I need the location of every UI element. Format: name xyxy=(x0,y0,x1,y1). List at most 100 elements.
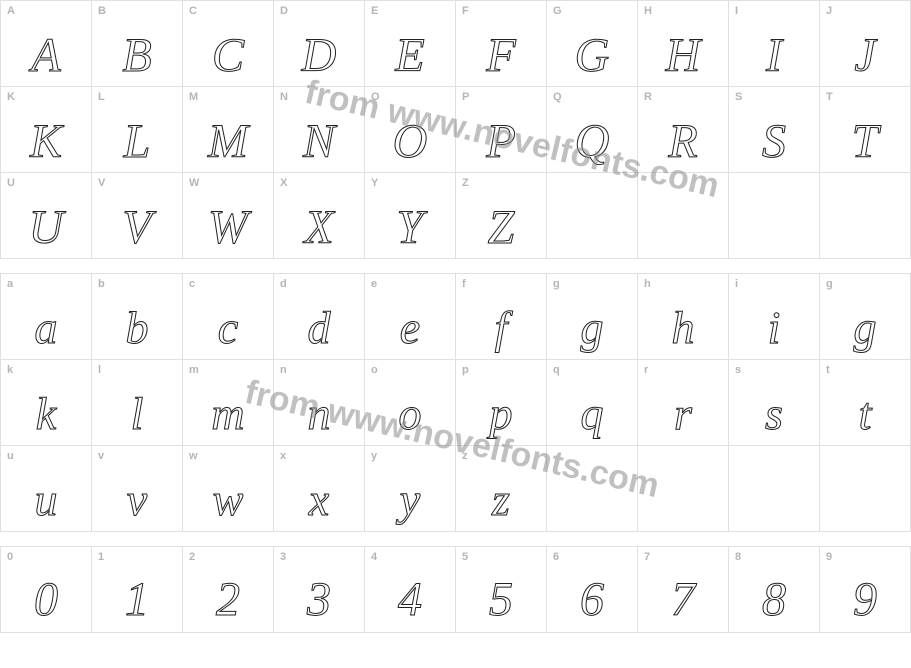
glyph: b xyxy=(92,305,182,351)
glyph: L xyxy=(92,118,182,166)
glyph: w xyxy=(183,477,273,523)
glyph: d xyxy=(274,305,364,351)
cell-label: A xyxy=(7,5,15,17)
cell-label: 2 xyxy=(189,551,195,563)
cell-label: i xyxy=(735,278,738,290)
glyph-cell: qq xyxy=(547,360,638,446)
glyph: e xyxy=(365,305,455,351)
cell-label: R xyxy=(644,91,652,103)
glyph-cell: NN xyxy=(274,87,365,173)
cell-label: 5 xyxy=(462,551,468,563)
cell-label: T xyxy=(826,91,833,103)
glyph: N xyxy=(274,118,364,166)
cell-label: E xyxy=(371,5,378,17)
glyph: o xyxy=(365,391,455,437)
glyph: h xyxy=(638,305,728,351)
cell-label: u xyxy=(7,450,14,462)
cell-label: z xyxy=(462,450,468,462)
glyph: W xyxy=(183,204,273,252)
cell-label: K xyxy=(7,91,15,103)
glyph-cell: ss xyxy=(729,360,820,446)
glyph-cell: GG xyxy=(547,1,638,87)
cell-label: g xyxy=(553,278,560,290)
glyph-cell: TT xyxy=(820,87,911,173)
glyph: C xyxy=(183,32,273,80)
glyph-cell: uu xyxy=(1,446,92,532)
cell-label: q xyxy=(553,364,560,376)
glyph: u xyxy=(1,477,91,523)
glyph-cell: ZZ xyxy=(456,173,547,259)
cell-label: 0 xyxy=(7,551,13,563)
glyph: 1 xyxy=(92,576,182,624)
glyph-cell: 00 xyxy=(1,547,92,633)
cell-label: o xyxy=(371,364,378,376)
cell-label: a xyxy=(7,278,13,290)
glyph: 7 xyxy=(638,576,728,624)
glyph-cell: yy xyxy=(365,446,456,532)
cell-label: y xyxy=(371,450,377,462)
glyph-cell: 88 xyxy=(729,547,820,633)
glyph: s xyxy=(729,391,819,437)
glyph-cell: nn xyxy=(274,360,365,446)
glyph: t xyxy=(820,391,910,437)
cell-label: 1 xyxy=(98,551,104,563)
glyph: Z xyxy=(456,204,546,252)
cell-label: P xyxy=(462,91,469,103)
glyph-cell: oo xyxy=(365,360,456,446)
glyph-cell: MM xyxy=(183,87,274,173)
glyph: J xyxy=(820,32,910,80)
cell-label: 8 xyxy=(735,551,741,563)
glyph: a xyxy=(1,305,91,351)
glyph-cell: UU xyxy=(1,173,92,259)
glyph-cell: tt xyxy=(820,360,911,446)
glyph: c xyxy=(183,305,273,351)
cell-label: t xyxy=(826,364,830,376)
cell-label: F xyxy=(462,5,469,17)
glyph-cell: 77 xyxy=(638,547,729,633)
cell-label: J xyxy=(826,5,832,17)
cell-label: U xyxy=(7,177,15,189)
glyph: I xyxy=(729,32,819,80)
glyph-cell: KK xyxy=(1,87,92,173)
glyph-cell: 44 xyxy=(365,547,456,633)
glyph: r xyxy=(638,391,728,437)
glyph: 8 xyxy=(729,576,819,624)
glyph-cell: ff xyxy=(456,274,547,360)
glyph-cell xyxy=(820,173,911,259)
glyph: S xyxy=(729,118,819,166)
glyph-cell: zz xyxy=(456,446,547,532)
cell-label: V xyxy=(98,177,105,189)
cell-label: M xyxy=(189,91,198,103)
glyph-cell: EE xyxy=(365,1,456,87)
glyph: 4 xyxy=(365,576,455,624)
glyph-cell xyxy=(638,446,729,532)
glyph: 5 xyxy=(456,576,546,624)
glyph: i xyxy=(729,305,819,351)
cell-label: x xyxy=(280,450,286,462)
glyph: p xyxy=(456,391,546,437)
glyph-cell: xx xyxy=(274,446,365,532)
cell-label: 6 xyxy=(553,551,559,563)
glyph-cell xyxy=(729,173,820,259)
glyph: G xyxy=(547,32,637,80)
glyph: U xyxy=(1,204,91,252)
glyph: X xyxy=(274,204,364,252)
cell-label: n xyxy=(280,364,287,376)
glyph-cell: ww xyxy=(183,446,274,532)
glyph-cell: HH xyxy=(638,1,729,87)
cell-label: w xyxy=(189,450,198,462)
glyph-cell xyxy=(547,446,638,532)
glyph-cell: LL xyxy=(92,87,183,173)
glyph: l xyxy=(92,391,182,437)
cell-label: H xyxy=(644,5,652,17)
glyph-cell: XX xyxy=(274,173,365,259)
cell-label: D xyxy=(280,5,288,17)
cell-label: 7 xyxy=(644,551,650,563)
glyph-cell: 99 xyxy=(820,547,911,633)
cell-label: Q xyxy=(553,91,562,103)
glyph-cell: gg xyxy=(547,274,638,360)
cell-label: h xyxy=(644,278,651,290)
glyph-cell: OO xyxy=(365,87,456,173)
cell-label: N xyxy=(280,91,288,103)
glyph-cell xyxy=(547,173,638,259)
